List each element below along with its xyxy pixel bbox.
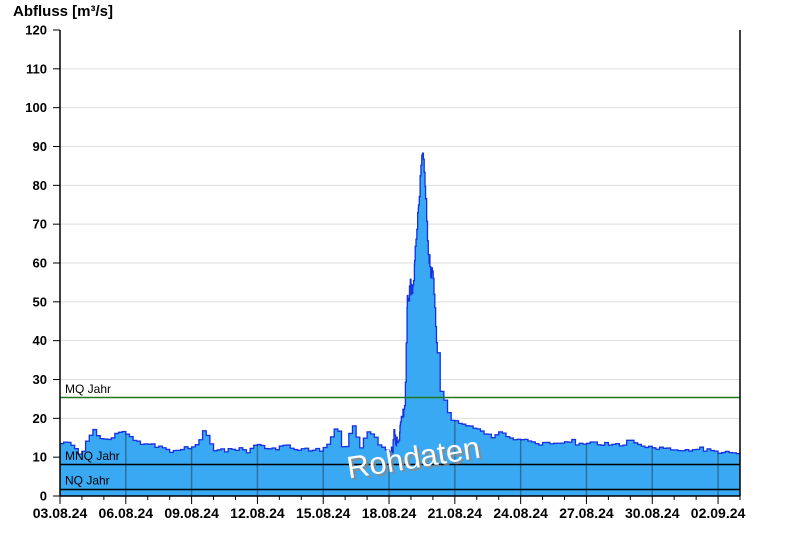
svg-text:24.08.24: 24.08.24 xyxy=(493,505,548,521)
svg-text:120: 120 xyxy=(25,23,47,38)
svg-text:MQ Jahr: MQ Jahr xyxy=(65,382,111,396)
svg-text:06.08.24: 06.08.24 xyxy=(99,505,154,521)
svg-text:30.08.24: 30.08.24 xyxy=(625,505,680,521)
svg-text:02.09.24: 02.09.24 xyxy=(691,505,746,521)
svg-text:21.08.24: 21.08.24 xyxy=(428,505,483,521)
svg-text:20: 20 xyxy=(33,411,47,426)
svg-text:0: 0 xyxy=(40,489,47,504)
svg-text:18.08.24: 18.08.24 xyxy=(362,505,417,521)
svg-text:70: 70 xyxy=(33,217,47,232)
svg-text:30: 30 xyxy=(33,372,47,387)
svg-text:100: 100 xyxy=(25,100,47,115)
svg-text:60: 60 xyxy=(33,256,47,271)
svg-text:50: 50 xyxy=(33,294,47,309)
svg-text:03.08.24: 03.08.24 xyxy=(33,505,88,521)
svg-text:40: 40 xyxy=(33,333,47,348)
svg-text:12.08.24: 12.08.24 xyxy=(230,505,285,521)
svg-text:MNQ Jahr: MNQ Jahr xyxy=(65,449,120,463)
svg-text:90: 90 xyxy=(33,139,47,154)
svg-text:09.08.24: 09.08.24 xyxy=(164,505,219,521)
svg-text:10: 10 xyxy=(33,450,47,465)
svg-text:110: 110 xyxy=(26,61,47,76)
svg-text:15.08.24: 15.08.24 xyxy=(296,505,351,521)
svg-text:27.08.24: 27.08.24 xyxy=(559,505,614,521)
svg-text:80: 80 xyxy=(33,178,47,193)
svg-text:NQ Jahr: NQ Jahr xyxy=(65,474,110,488)
